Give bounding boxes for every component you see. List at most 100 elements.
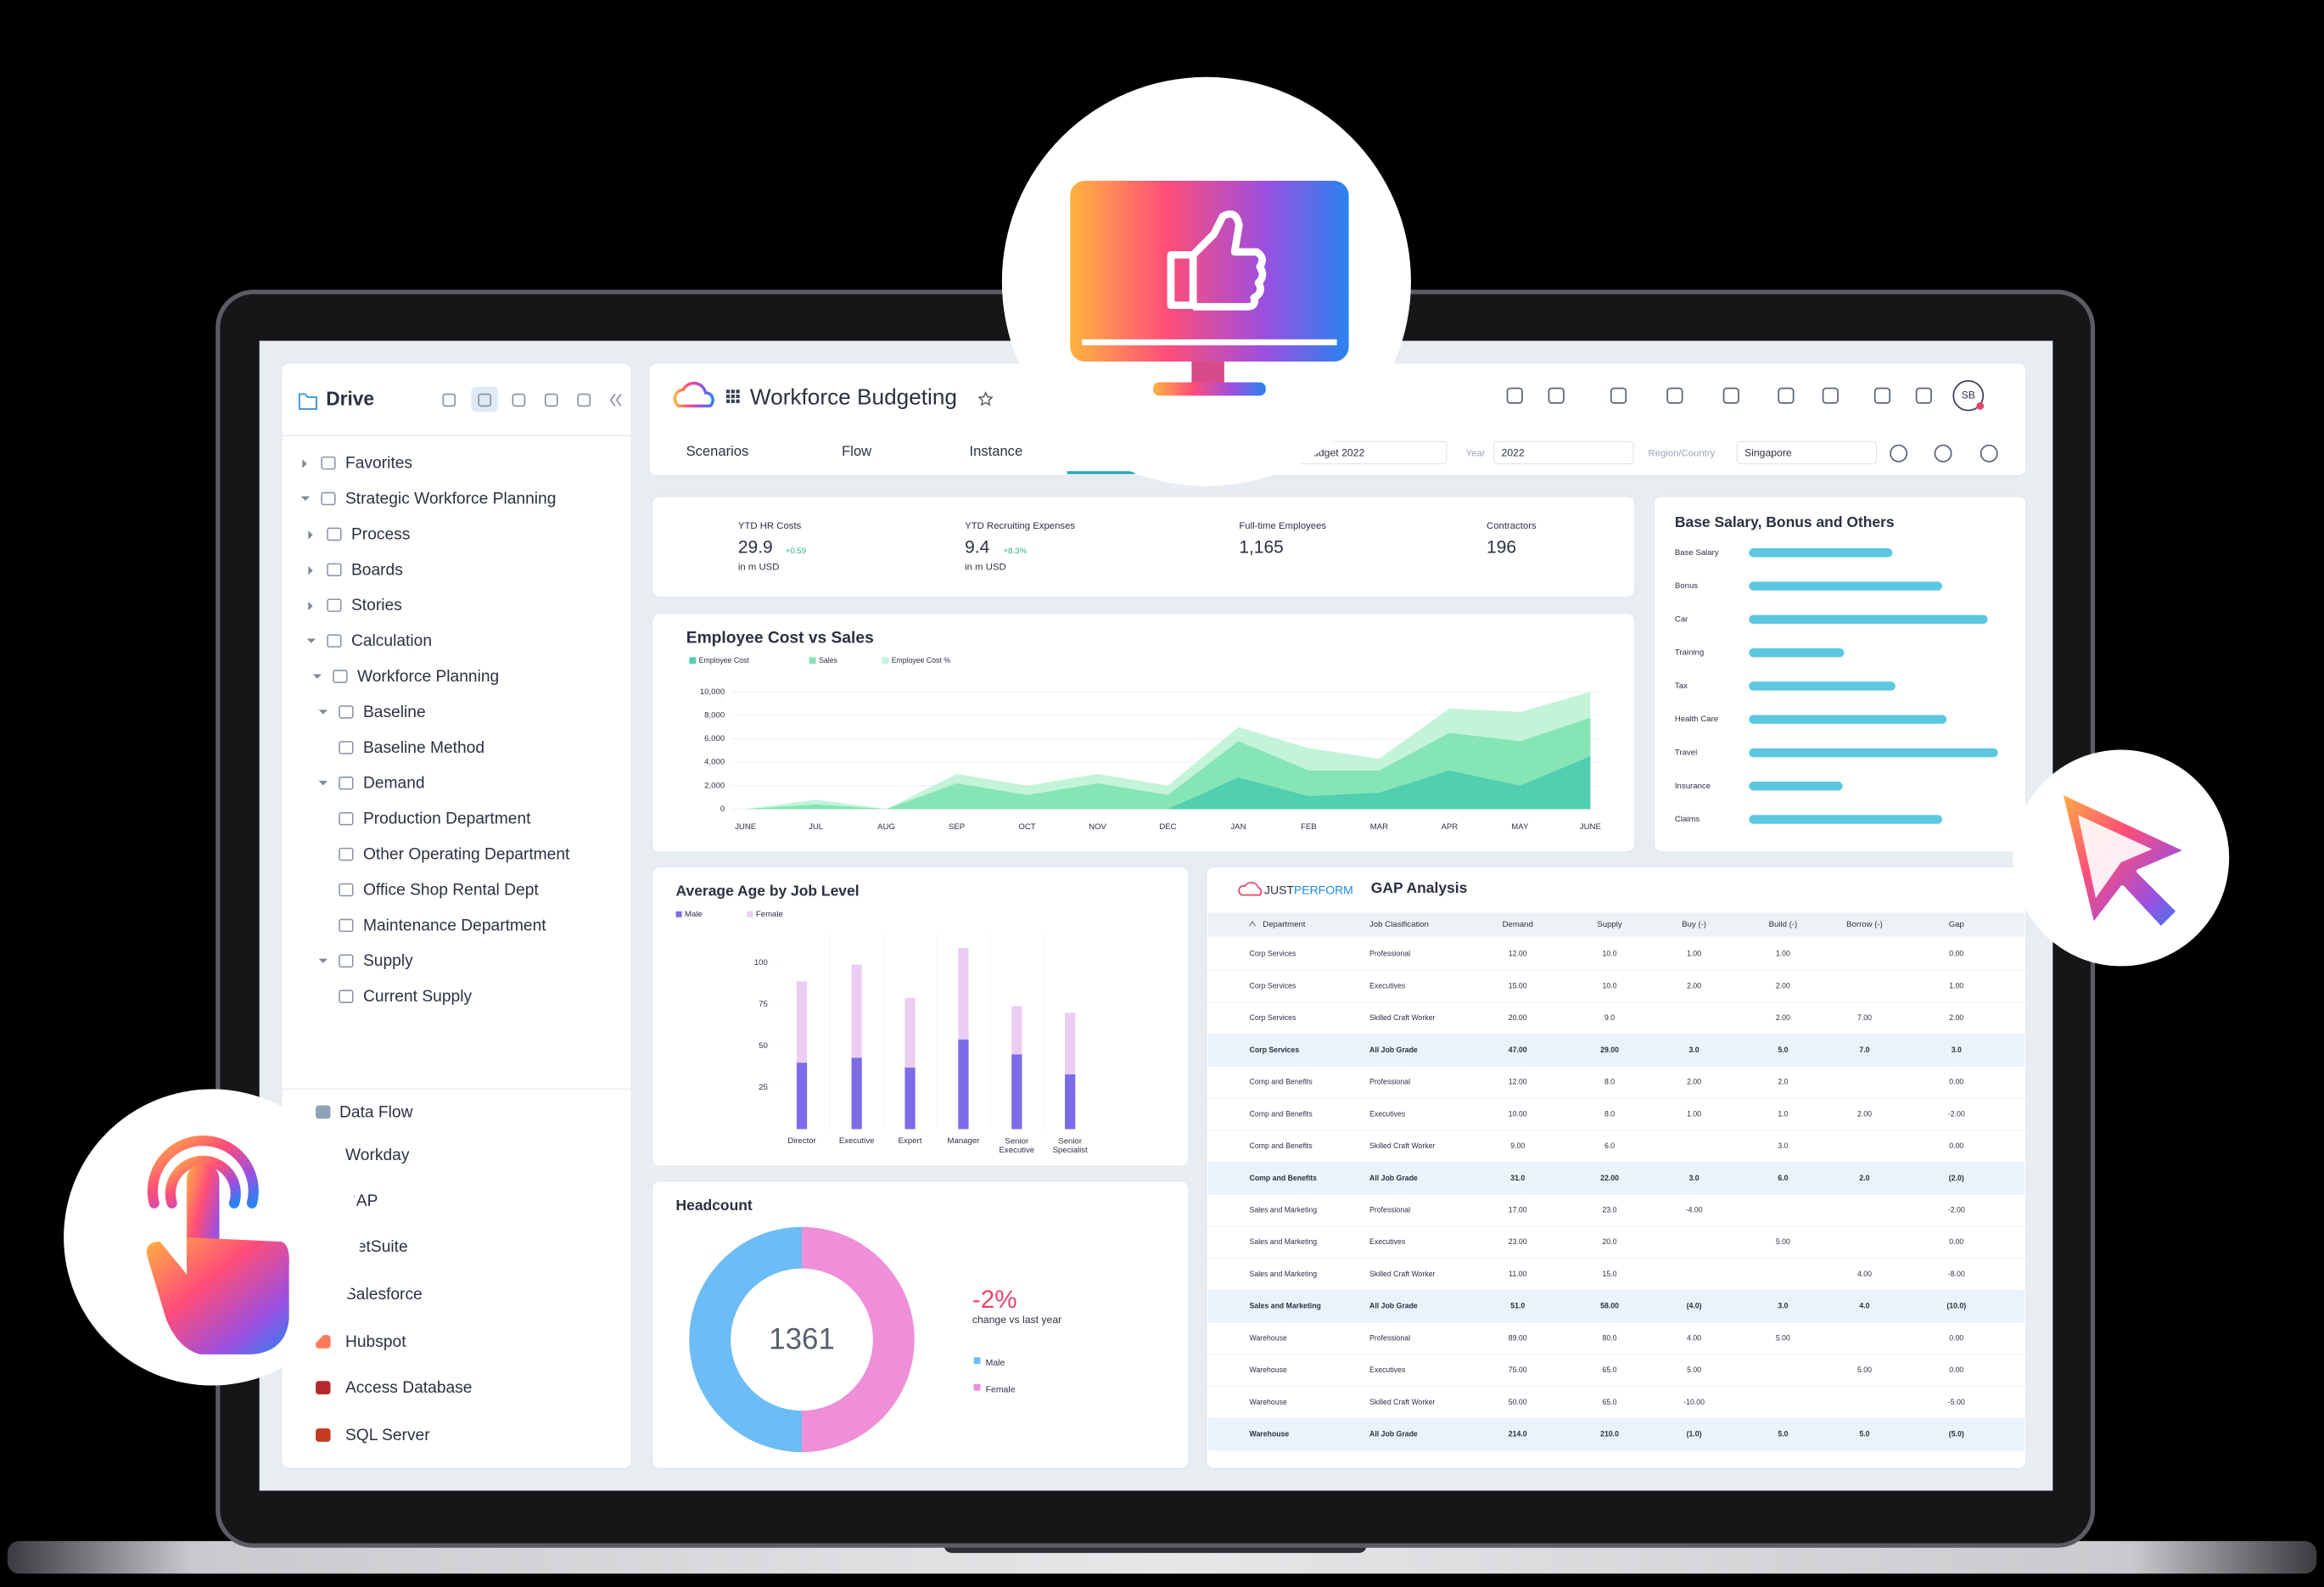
tree-item[interactable]: Baseline	[363, 704, 426, 721]
tree-item[interactable]: Production Department	[363, 810, 531, 828]
action-button[interactable]	[1980, 444, 1998, 463]
user-avatar[interactable]	[1952, 379, 1985, 412]
action-button[interactable]	[1890, 444, 1908, 463]
toolbar-button[interactable]	[1822, 387, 1839, 404]
tree-caret[interactable]	[318, 958, 328, 963]
data-source[interactable]: Access Database	[345, 1379, 472, 1397]
toolbar-button[interactable]	[1610, 387, 1627, 404]
data-source[interactable]: Data Flow	[339, 1103, 413, 1121]
tree-caret[interactable]	[308, 565, 313, 575]
table-cell: (2.0)	[1949, 1174, 1964, 1182]
toolbar-button[interactable]	[1778, 387, 1795, 404]
table-cell: 7.00	[1857, 1013, 1872, 1022]
column-header[interactable]: Demand	[1503, 920, 1533, 929]
table-cell: 5.00	[1857, 1365, 1872, 1374]
table-cell: Corp Services	[1250, 981, 1296, 990]
tree-caret[interactable]	[300, 496, 311, 502]
data-source[interactable]: Workday	[345, 1147, 410, 1164]
grid-icon-dot	[731, 399, 735, 403]
column-header[interactable]: Build (-)	[1769, 920, 1798, 929]
bar-segment	[1011, 1054, 1022, 1130]
bar	[1749, 581, 1943, 591]
kpi-unit: in m USD	[965, 563, 1006, 573]
tree-item[interactable]: Other Operating Department	[363, 846, 570, 864]
column-header[interactable]: Gap	[1949, 920, 1964, 929]
toolbar-button[interactable]	[478, 393, 492, 407]
tree-caret[interactable]	[308, 601, 313, 611]
tab[interactable]: Flow	[842, 443, 872, 459]
tree-caret[interactable]	[308, 530, 313, 540]
touch-wave	[147, 1136, 259, 1208]
tree-item[interactable]: Boards	[351, 561, 403, 579]
legend-label[interactable]: Female	[986, 1386, 1016, 1395]
table-cell: Sales and Marketing	[1250, 1205, 1318, 1214]
tree-caret[interactable]	[312, 674, 322, 679]
x-tick-label: APR	[1442, 822, 1459, 832]
tree-item[interactable]: Workforce Planning	[357, 668, 499, 686]
legend-label[interactable]: Employee Cost %	[892, 656, 951, 665]
tree-caret[interactable]	[306, 638, 316, 643]
column-header[interactable]: Department	[1263, 920, 1305, 929]
toolbar-button[interactable]	[577, 393, 591, 407]
tab[interactable]: Scenarios	[686, 443, 749, 459]
collapse-button[interactable]	[609, 393, 622, 407]
action-button[interactable]	[1934, 444, 1952, 463]
tree-item[interactable]: Baseline Method	[363, 739, 484, 757]
toolbar-button[interactable]	[544, 393, 558, 407]
toolbar-button[interactable]	[1915, 387, 1932, 404]
y-tick-label: Insurance	[1675, 782, 1711, 791]
tree-item[interactable]: Supply	[363, 952, 413, 970]
grid-icon-dot	[725, 394, 731, 399]
tree-item[interactable]: Demand	[363, 775, 425, 793]
table-cell: (1.0)	[1687, 1429, 1702, 1438]
toolbar-button[interactable]	[442, 393, 456, 407]
column-header[interactable]: Borrow (-)	[1846, 920, 1883, 929]
column-header[interactable]: Supply	[1597, 920, 1622, 929]
column-header[interactable]: Buy (-)	[1682, 920, 1706, 929]
bar-segment	[851, 964, 862, 1058]
tree-item[interactable]: Office Shop Rental Dept	[363, 881, 539, 899]
toolbar-button[interactable]	[512, 393, 526, 407]
tree-caret[interactable]	[318, 781, 328, 786]
table-cell: All Job Grade	[1369, 1174, 1418, 1182]
legend-label[interactable]: Male	[986, 1359, 1005, 1368]
toolbar-button[interactable]	[1548, 387, 1565, 404]
tree-item[interactable]: Maintenance Department	[363, 917, 546, 934]
tree-item[interactable]: Favorites	[345, 455, 412, 473]
grid-icon-dot	[736, 390, 740, 394]
toolbar-button[interactable]	[1722, 387, 1739, 404]
legend-label[interactable]: Female	[756, 910, 783, 919]
tree-item[interactable]: Stories	[351, 597, 402, 614]
toolbar-button[interactable]	[1666, 387, 1683, 404]
data-source[interactable]: SQL Server	[345, 1427, 430, 1444]
tree-item[interactable]: Process	[351, 525, 410, 543]
legend-label[interactable]: Male	[685, 910, 703, 919]
tab[interactable]: Instance	[970, 443, 1023, 459]
grid-icon-dot	[725, 399, 731, 403]
filter-box[interactable]	[1736, 440, 1877, 465]
table-cell: 9.00	[1510, 1141, 1525, 1150]
toolbar-button[interactable]	[1873, 387, 1891, 404]
data-source[interactable]: Salesforce	[345, 1286, 423, 1304]
bar-segment	[958, 947, 969, 1040]
tree-caret[interactable]	[318, 709, 328, 715]
toolbar-button[interactable]	[1506, 387, 1523, 404]
favorite-star[interactable]	[977, 391, 994, 407]
y-tick-label: Bonus	[1675, 581, 1698, 591]
legend-label[interactable]: Sales	[819, 656, 837, 665]
data-source[interactable]: NetSuite	[345, 1238, 408, 1256]
sort-caret[interactable]	[1249, 921, 1256, 927]
tree-caret[interactable]	[302, 459, 307, 468]
data-source[interactable]: Hubspot	[345, 1333, 406, 1351]
x-tick-label: DEC	[1159, 822, 1176, 832]
tree-item[interactable]: Calculation	[351, 632, 432, 650]
tree-item[interactable]: Current Supply	[363, 988, 473, 1006]
donut-segment	[802, 1226, 915, 1453]
column-header[interactable]: Job Clasification	[1369, 920, 1429, 929]
legend-label[interactable]: Employee Cost	[699, 656, 750, 665]
tree-item[interactable]: Strategic Workforce Planning	[345, 490, 556, 508]
filter-box[interactable]	[1493, 440, 1634, 465]
table-cell: 0.00	[1949, 1333, 1963, 1342]
table-cell: 0.00	[1949, 1078, 1963, 1086]
